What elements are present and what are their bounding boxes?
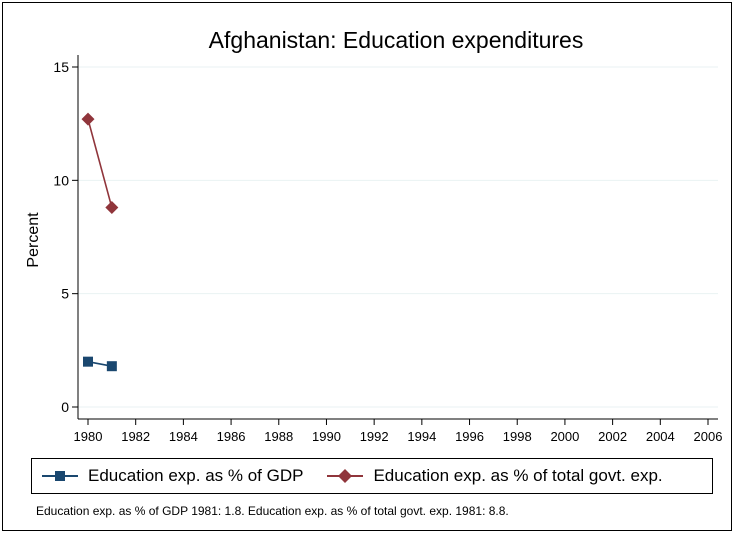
x-tick-label-12: 2004 — [646, 429, 675, 444]
series-1-point-1 — [105, 201, 119, 215]
x-tick-label-6: 1992 — [360, 429, 389, 444]
series-0-point-0 — [83, 356, 93, 367]
legend-item-gdp: Education exp. as % of GDP — [40, 466, 303, 486]
chart-note: Education exp. as % of GDP 1981: 1.8. Ed… — [36, 504, 509, 518]
x-tick-label-10: 2000 — [550, 429, 579, 444]
axes: 0 5 10 15 1980 1982 1984 1986 1988 1990 1992 1994 19… — [53, 55, 722, 444]
legend-label-gdp: Education exp. as % of GDP — [88, 466, 304, 485]
series-group — [81, 112, 119, 372]
series-1 — [81, 112, 119, 215]
legend-key-govt — [327, 469, 364, 483]
x-tick-label-3: 1986 — [217, 429, 246, 444]
chart-canvas: Afghanistan: Education expenditures 0 5 10… — [25, 27, 722, 444]
x-tick-label-8: 1996 — [455, 429, 484, 444]
y-tick-label-3: 15 — [53, 59, 69, 75]
y-axis-label: Percent — [25, 212, 42, 268]
y-tick-label-1: 5 — [61, 286, 69, 302]
x-tick-label-1: 1982 — [121, 429, 150, 444]
x-tick-label-9: 1998 — [503, 429, 532, 444]
legend-label-govt: Education exp. as % of total govt. exp. — [373, 466, 663, 485]
series-0-point-1 — [106, 361, 117, 372]
y-tick-label-2: 10 — [53, 172, 69, 188]
x-tick-label-5: 1990 — [312, 429, 341, 444]
x-tick-label-4: 1988 — [264, 429, 293, 444]
series-0 — [83, 356, 117, 372]
series-1-point-0 — [81, 112, 95, 126]
y-tick-label-0: 0 — [61, 399, 69, 415]
series-line-1 — [87, 118, 113, 208]
chart-title: Afghanistan: Education expenditures — [209, 27, 584, 53]
x-tick-label-11: 2002 — [598, 429, 627, 444]
x-tick-label-0: 1980 — [74, 429, 103, 444]
gridlines — [78, 66, 718, 408]
legend-item-govt: Education exp. as % of total govt. exp. — [325, 466, 663, 486]
legend-key-gdp — [42, 471, 78, 481]
x-tick-label-7: 1994 — [407, 429, 436, 444]
legend: Education exp. as % of GDP Education exp… — [31, 458, 713, 494]
x-tick-label-2: 1984 — [169, 429, 198, 444]
x-tick-label-13: 2006 — [694, 429, 723, 444]
